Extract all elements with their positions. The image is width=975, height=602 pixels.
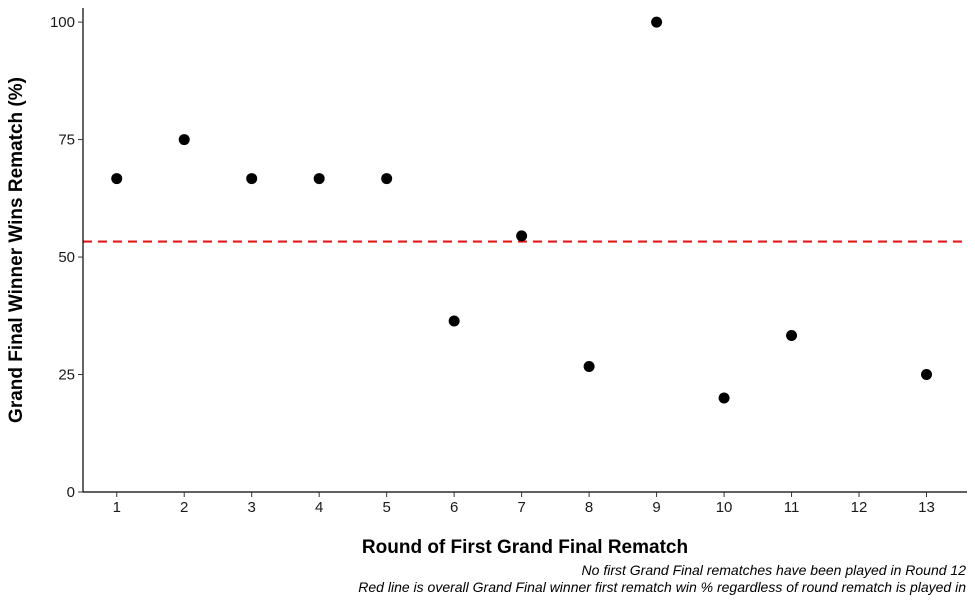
data-point [921, 369, 933, 381]
x-tick-label: 12 [851, 499, 868, 516]
x-tick-label: 13 [918, 499, 935, 516]
y-tick-label: 50 [58, 249, 75, 266]
y-axis-title: Grand Final Winner Wins Rematch (%) [6, 77, 27, 423]
y-tick-label: 75 [58, 132, 75, 149]
data-point [718, 392, 730, 404]
data-point [178, 134, 190, 146]
x-axis-title: Round of First Grand Final Rematch [362, 537, 688, 558]
x-tick-label: 4 [315, 499, 323, 516]
data-point [313, 173, 325, 185]
y-tick-label: 0 [67, 484, 75, 501]
data-point [111, 173, 123, 185]
data-point [651, 16, 663, 28]
data-point [516, 230, 528, 242]
data-point [246, 173, 258, 185]
x-tick-label: 10 [716, 499, 733, 516]
x-tick-label: 5 [382, 499, 390, 516]
y-tick-label: 100 [50, 14, 75, 31]
x-tick-label: 11 [784, 499, 800, 516]
y-tick-label: 25 [58, 367, 75, 384]
caption-red-line-note: Red line is overall Grand Final winner f… [358, 579, 966, 595]
data-point [381, 173, 393, 185]
x-tick-label: 9 [652, 499, 660, 516]
x-tick-label: 2 [180, 499, 188, 516]
x-tick-label: 1 [113, 499, 121, 516]
data-points [111, 16, 933, 404]
x-tick-label: 8 [585, 499, 593, 516]
data-point [583, 361, 595, 373]
x-tick-label: 3 [248, 499, 256, 516]
data-point [786, 330, 798, 342]
x-tick-label: 6 [450, 499, 458, 516]
data-point [448, 315, 460, 327]
caption-round-12-note: No first Grand Final rematches have been… [581, 562, 966, 578]
x-tick-label: 7 [517, 499, 525, 516]
